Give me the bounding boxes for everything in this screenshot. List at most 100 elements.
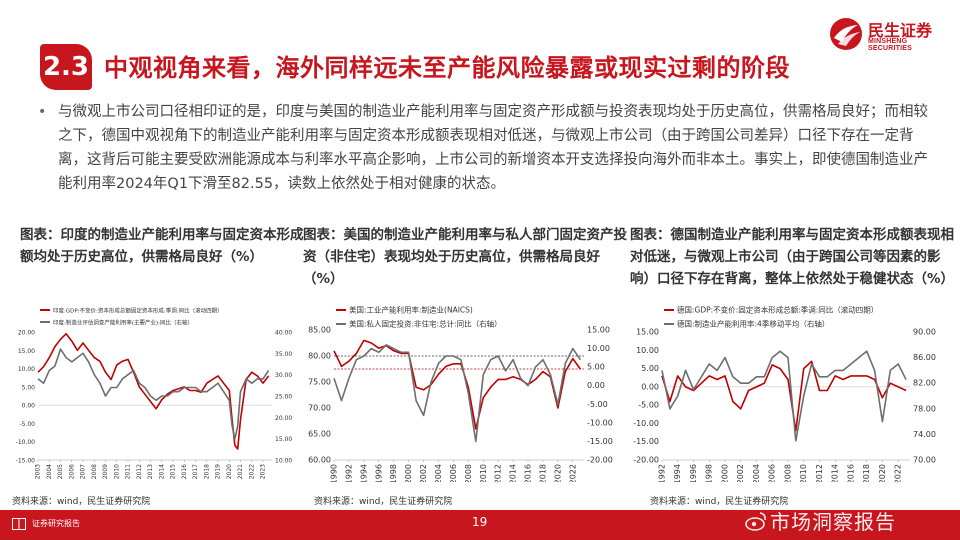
chart-germany: 15.00 10.00 5.00 0.00 -5.00 -10.00 -15.00 -20.0… xyxy=(633,305,936,483)
x-tick-label: 2004 xyxy=(752,464,761,482)
legend-label: 印度:GDP:不变价:资本形成总额固定资本形成:季调:同比（滚动四期） xyxy=(53,307,223,315)
y-left-tick-label: 10.00 xyxy=(18,366,35,373)
x-tick-label: 2012 xyxy=(136,464,143,479)
x-tick-label: 2014 xyxy=(509,464,518,482)
y-left-tick-label: 60.00 xyxy=(308,456,331,465)
x-tick-label: 2022 xyxy=(248,464,255,479)
x-tick-label: 2021 xyxy=(237,464,244,479)
x-tick-label: 2006 xyxy=(449,464,458,482)
chart-title-germany: 图表：德国制造业产能利用率与固定资本形成额表现相对低迷，与微观上市公司（由于跨国… xyxy=(630,227,955,287)
x-tick-label: 1994 xyxy=(359,464,368,482)
x-tick-label: 2000 xyxy=(404,464,413,482)
y-right-tick-label: 5.00 xyxy=(587,363,605,372)
y-left-tick-label: 80.00 xyxy=(308,352,331,361)
x-tick-label: 2010 xyxy=(113,464,120,479)
y-right-tick-label: -5.00 xyxy=(587,400,608,409)
y-left-tick-label: -5.00 xyxy=(19,421,35,428)
book-icon xyxy=(12,518,26,530)
x-tick-label: 2005 xyxy=(57,464,64,479)
y-left-tick-label: 75.00 xyxy=(308,378,331,387)
y-right-tick-label: 74.00 xyxy=(913,430,936,439)
y-right-tick-label: 78.00 xyxy=(913,404,936,413)
chart-source-india: 资料来源：wind，民生证券研究院 xyxy=(12,497,151,507)
y-right-tick-label: 90.00 xyxy=(913,328,936,337)
footer-bar xyxy=(0,510,960,540)
x-tick-label: 2014 xyxy=(831,464,840,482)
weibo-icon xyxy=(745,512,766,531)
y-left-tick-label: 70.00 xyxy=(308,404,331,413)
x-tick-label: 2004 xyxy=(46,464,53,479)
x-tick-label: 2020 xyxy=(553,464,562,482)
x-tick-label: 2017 xyxy=(192,464,199,479)
x-tick-label: 2004 xyxy=(434,464,443,482)
x-tick-label: 2016 xyxy=(524,464,533,482)
legend-label: 印度:制造业评估调查产能利用率(主要产业):同比（右轴） xyxy=(53,319,193,327)
watermark-text: 市场洞察报告 xyxy=(770,510,896,534)
y-right-tick-label: 35.00 xyxy=(275,351,292,358)
y-left-tick-label: -20.00 xyxy=(633,456,659,465)
y-left-tick-label: -10.00 xyxy=(16,439,36,446)
x-tick-label: 2018 xyxy=(203,464,210,479)
x-tick-label: 2011 xyxy=(125,464,132,479)
x-tick-label: 2002 xyxy=(419,464,428,482)
x-tick-label: 2008 xyxy=(464,464,473,482)
minsheng-logo-icon xyxy=(830,18,862,50)
x-tick-label: 2020 xyxy=(226,464,233,479)
logo-text-cn: 民生证券 xyxy=(868,21,933,40)
legend-label: 德国:制造业产能利用率:4季移动平均（右轴） xyxy=(677,319,829,329)
x-tick-label: 2016 xyxy=(181,464,188,479)
series-line-left xyxy=(333,339,581,430)
series-line-left xyxy=(661,360,907,432)
logo-text-en: MINSHENG SECURITIES xyxy=(868,38,913,52)
x-tick-label: 2023 xyxy=(260,464,267,479)
x-tick-label: 2020 xyxy=(878,464,887,482)
chart-source-germany: 资料来源：wind，民生证券研究院 xyxy=(650,497,789,507)
y-left-tick-label: 15.00 xyxy=(636,328,659,337)
y-right-tick-label: -15.00 xyxy=(587,437,613,446)
summary-text: 与微观上市公司口径相印证的是，印度与美国的制造业产能利用率与固定资产形成额与投资… xyxy=(58,104,928,192)
x-tick-label: 1998 xyxy=(705,464,714,482)
series-line-left xyxy=(37,332,270,450)
legend-label: 德国:GDP:不变价:固定资本形成总额:季调:同比（滚动四期） xyxy=(677,305,878,315)
legend-label: 美国:工业产能利用率:制造业(NAICS) xyxy=(349,305,473,315)
x-tick-label: 2013 xyxy=(147,464,154,479)
x-tick-label: 1996 xyxy=(689,464,698,482)
x-tick-label: 1992 xyxy=(344,464,353,482)
series-line-right xyxy=(37,348,270,440)
x-tick-label: 2019 xyxy=(215,464,222,479)
y-right-tick-label: 86.00 xyxy=(913,353,936,362)
y-right-tick-label: 40.00 xyxy=(275,330,292,337)
x-tick-label: 1992 xyxy=(658,464,667,482)
y-left-tick-label: 0.00 xyxy=(22,403,36,410)
x-tick-label: 1990 xyxy=(330,464,339,482)
y-right-tick-label: 70.00 xyxy=(913,456,936,465)
x-tick-label: 2008 xyxy=(91,464,98,479)
legend-label: 美国:私人固定投资:非住宅:总计:同比（右轴） xyxy=(349,319,502,329)
chart-source-us: 资料来源：wind，民生证券研究院 xyxy=(314,497,453,507)
page-number: 19 xyxy=(472,515,488,529)
x-tick-label: 2008 xyxy=(783,464,792,482)
chart-india: 20.00 15.00 10.00 5.00 0.00 -5.00 -10.00 -15.00… xyxy=(16,307,293,480)
brand-logo: 民生证券 MINSHENG SECURITIES xyxy=(828,16,948,52)
x-tick-label: 1994 xyxy=(673,464,682,482)
summary-paragraph: • 与微观上市公司口径相印证的是，印度与美国的制造业产能利用率与固定资产形成额与… xyxy=(38,100,938,196)
y-right-tick-label: 25.00 xyxy=(275,394,292,401)
x-tick-label: 2000 xyxy=(720,464,729,482)
x-tick-label: 2003 xyxy=(35,464,42,479)
y-right-tick-label: 15.00 xyxy=(587,326,610,335)
y-left-tick-label: 0.00 xyxy=(641,382,659,391)
x-tick-label: 2006 xyxy=(68,464,75,479)
y-left-tick-label: -5.00 xyxy=(638,401,659,410)
x-tick-label: 2007 xyxy=(80,464,87,479)
y-left-tick-label: 5.00 xyxy=(22,384,36,391)
bullet-dot-icon: • xyxy=(38,104,47,120)
x-tick-label: 2010 xyxy=(799,464,808,482)
y-left-tick-label: -15.00 xyxy=(633,437,659,446)
x-tick-label: 2022 xyxy=(568,464,577,482)
chart-title-us: 图表：美国的制造业产能利用率与私人部门固定资产投资（非住宅）表现均处于历史高位，… xyxy=(303,227,627,287)
y-right-tick-label: 82.00 xyxy=(913,379,936,388)
y-right-tick-label: 30.00 xyxy=(275,372,292,379)
series-line-right xyxy=(661,350,907,442)
series-line-right xyxy=(333,344,581,443)
y-left-tick-label: 5.00 xyxy=(641,364,659,373)
